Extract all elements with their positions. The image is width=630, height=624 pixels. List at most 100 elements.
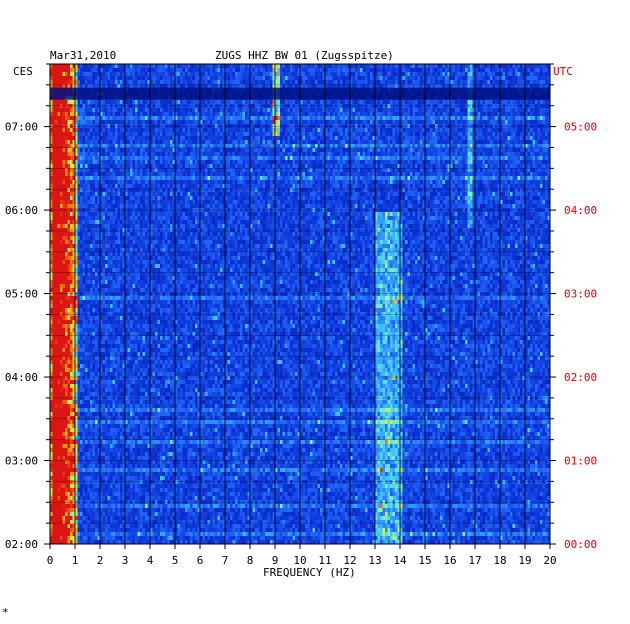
spectrogram-cell bbox=[502, 76, 506, 81]
spectrogram-cell bbox=[520, 80, 523, 85]
spectrogram-cell bbox=[347, 64, 351, 69]
spectrogram-cell bbox=[547, 64, 551, 69]
spectrogram-cell bbox=[437, 84, 441, 89]
spectrogram-cell bbox=[512, 100, 516, 105]
spectrogram-cell bbox=[162, 148, 166, 153]
spectrogram-cell bbox=[420, 104, 423, 109]
spectrogram-cell bbox=[127, 68, 131, 73]
spectrogram-cell bbox=[462, 84, 466, 89]
spectrogram-cell bbox=[452, 132, 456, 137]
spectrogram-cell bbox=[460, 112, 463, 117]
spectrogram-cell bbox=[427, 120, 431, 125]
spectrogram-cell bbox=[240, 120, 243, 125]
spectrogram-cell bbox=[535, 148, 538, 153]
spectrogram-cell bbox=[522, 76, 526, 81]
spectrogram-cell bbox=[185, 84, 188, 89]
spectrogram-cell bbox=[402, 128, 406, 133]
spectrogram-cell bbox=[52, 144, 56, 149]
spectrogram-cell bbox=[175, 140, 178, 145]
spectrogram-cell bbox=[290, 144, 293, 149]
spectrogram-cell bbox=[110, 132, 113, 137]
spectrogram-cell bbox=[432, 136, 436, 141]
spectrogram-cell bbox=[477, 76, 481, 81]
spectrogram-cell bbox=[270, 148, 273, 153]
spectrogram-cell bbox=[370, 72, 373, 77]
spectrogram-cell bbox=[472, 152, 476, 157]
spectrogram-cell bbox=[235, 136, 238, 141]
spectrogram-cell bbox=[415, 124, 418, 129]
spectrogram-cell bbox=[457, 128, 461, 133]
spectrogram-cell bbox=[462, 160, 466, 165]
spectrogram-cell bbox=[400, 136, 403, 141]
spectrogram-cell bbox=[190, 132, 193, 137]
spectrogram-cell bbox=[437, 72, 441, 77]
spectrogram-cell bbox=[72, 144, 76, 149]
spectrogram-cell bbox=[275, 76, 278, 81]
spectrogram-cell bbox=[545, 128, 548, 133]
spectrogram-cell bbox=[500, 116, 503, 121]
spectrogram-cell bbox=[155, 124, 158, 129]
spectrogram-cell bbox=[220, 68, 223, 73]
spectrogram-cell bbox=[115, 128, 118, 133]
spectrogram-cell bbox=[77, 112, 81, 117]
spectrogram-cell bbox=[180, 120, 183, 125]
spectrogram-cell bbox=[520, 144, 523, 149]
spectrogram-cell bbox=[430, 72, 433, 77]
spectrogram-cell bbox=[92, 116, 96, 121]
spectrogram-cell bbox=[502, 124, 506, 129]
spectrogram-cell bbox=[50, 140, 53, 145]
spectrogram-cell bbox=[162, 84, 166, 89]
spectrogram-cell bbox=[502, 144, 506, 149]
spectrogram-cell bbox=[87, 144, 91, 149]
spectrogram-cell bbox=[72, 136, 76, 141]
spectrogram-cell bbox=[127, 108, 131, 113]
spectrogram-cell bbox=[82, 108, 86, 113]
spectrogram-cell bbox=[75, 68, 78, 73]
spectrogram-cell bbox=[345, 140, 348, 145]
spectrogram-cell bbox=[242, 144, 246, 149]
spectrogram-cell bbox=[540, 64, 543, 69]
spectrogram-cell bbox=[515, 64, 518, 69]
spectrogram-cell bbox=[347, 136, 351, 141]
spectrogram-cell bbox=[135, 80, 138, 85]
spectrogram-cell bbox=[182, 108, 186, 113]
spectrogram-cell bbox=[57, 160, 61, 165]
spectrogram-cell bbox=[370, 140, 373, 145]
spectrogram-cell bbox=[290, 104, 293, 109]
spectrogram-cell bbox=[197, 80, 201, 85]
spectrogram-cell bbox=[340, 64, 343, 69]
spectrogram-cell bbox=[430, 140, 433, 145]
spectrogram-cell bbox=[342, 160, 346, 165]
spectrogram-cell bbox=[67, 132, 71, 137]
spectrogram-cell bbox=[322, 64, 326, 69]
spectrogram-cell bbox=[240, 140, 243, 145]
spectrogram-cell bbox=[202, 152, 206, 157]
spectrogram-cell bbox=[457, 152, 461, 157]
spectrogram-cell bbox=[357, 68, 361, 73]
spectrogram-cell bbox=[120, 72, 123, 77]
spectrogram-cell bbox=[50, 160, 53, 165]
spectrogram-cell bbox=[320, 148, 323, 153]
spectrogram-cell bbox=[195, 144, 198, 149]
spectrogram-cell bbox=[52, 76, 56, 81]
spectrogram-cell bbox=[115, 152, 118, 157]
spectrogram-cell bbox=[470, 132, 473, 137]
spectrogram-cell bbox=[532, 128, 536, 133]
spectrogram-cell bbox=[470, 144, 473, 149]
spectrogram-cell bbox=[215, 116, 218, 121]
spectrogram-cell bbox=[287, 76, 291, 81]
spectrogram-cell bbox=[245, 116, 248, 121]
spectrogram-cell bbox=[140, 156, 143, 161]
spectrogram-cell bbox=[260, 100, 263, 105]
spectrogram-cell bbox=[72, 68, 76, 73]
spectrogram-cell bbox=[450, 104, 453, 109]
spectrogram-cell bbox=[355, 112, 358, 117]
spectrogram-cell bbox=[282, 112, 286, 117]
spectrogram-cell bbox=[530, 148, 533, 153]
spectrogram-cell bbox=[72, 128, 76, 133]
spectrogram-cell bbox=[440, 76, 443, 81]
spectrogram-cell bbox=[105, 120, 108, 125]
spectrogram-cell bbox=[375, 68, 378, 73]
spectrogram-cell bbox=[332, 132, 336, 137]
spectrogram-cell bbox=[165, 104, 168, 109]
